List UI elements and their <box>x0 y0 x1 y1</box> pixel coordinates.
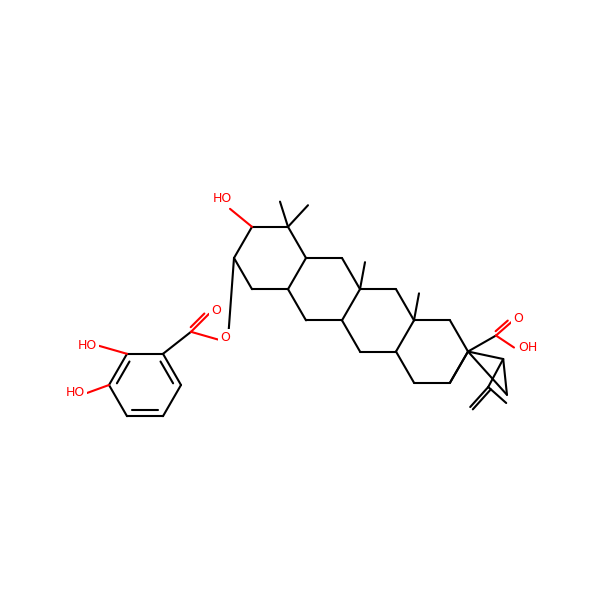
Text: HO: HO <box>65 386 85 400</box>
Text: O: O <box>211 304 221 317</box>
Text: HO: HO <box>77 340 97 352</box>
Text: OH: OH <box>518 341 538 354</box>
Text: O: O <box>220 331 230 344</box>
Text: HO: HO <box>212 193 232 205</box>
Text: O: O <box>513 312 523 325</box>
